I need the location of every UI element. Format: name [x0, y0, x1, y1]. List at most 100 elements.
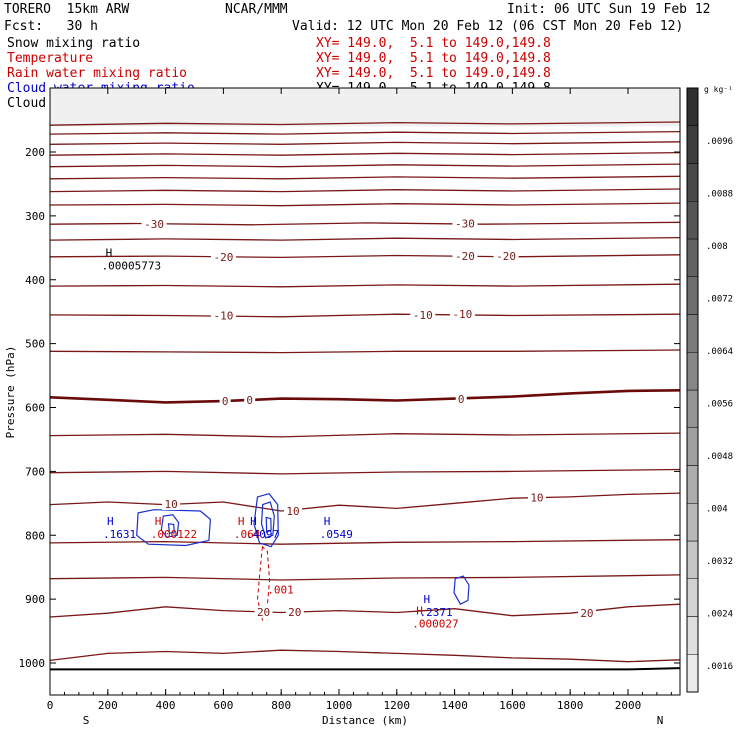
colorbar-segment	[686, 389, 699, 428]
isotherm-label-bg	[285, 605, 304, 618]
isotherm-label-bg	[452, 250, 478, 263]
y-tick-label: 900	[25, 593, 45, 606]
legend-label-temperature: Temperature	[7, 51, 94, 66]
isotherm-line	[49, 283, 681, 288]
x-end-label-left: S	[83, 714, 90, 727]
isotherm-line	[49, 468, 681, 475]
isotherm-label: -10	[413, 309, 433, 322]
colorbar-segment	[686, 314, 699, 353]
x-tick-label: 800	[271, 699, 291, 712]
colorbar-segment	[686, 352, 699, 391]
y-tick-label: 200	[25, 146, 45, 159]
colorbar-label: .0064	[706, 347, 733, 357]
isotherm-label: 20	[580, 607, 593, 620]
isotherm-line	[49, 492, 681, 512]
colorbar-segment	[686, 125, 699, 164]
x-tick-label: 1200	[384, 699, 411, 712]
x-tick-label: 1600	[499, 699, 526, 712]
maximum-value: .000027	[412, 617, 458, 630]
colorbar-label: .0048	[706, 452, 733, 462]
maximum-value: .0549	[320, 528, 353, 541]
rain-water-contour	[256, 545, 271, 622]
isotherm-label-bg	[141, 218, 167, 231]
isotherm-label-bg	[493, 250, 519, 263]
maximum-marker: H	[155, 515, 162, 528]
isotherm-label: 20	[288, 606, 301, 619]
init-time: Init: 06 UTC Sun 19 Feb 12	[507, 2, 711, 17]
isotherm-line	[49, 254, 681, 259]
shading-layer	[50, 88, 680, 127]
x-tick-label: 0	[47, 699, 54, 712]
legend-label-rain: Rain water mixing ratio	[7, 66, 188, 81]
y-axis-title: Pressure (hPa)	[4, 346, 17, 439]
isotherm-line	[49, 151, 681, 156]
legend-xy-cloud-water: XY= 149.0, 5.1 to 149.0,149.8	[316, 66, 551, 81]
x-tick-label: 1400	[441, 699, 468, 712]
cloud-water-contour	[136, 509, 212, 547]
cloud-layer	[136, 493, 470, 622]
colorbar-segment	[686, 163, 699, 202]
colorbar-label: .004	[706, 505, 728, 515]
y-tick-label: 500	[25, 338, 45, 351]
terrain-surface-line	[50, 667, 681, 671]
isotherm-line	[49, 163, 681, 168]
y-tick-label: 400	[25, 274, 45, 287]
isotherm-layer	[49, 121, 681, 671]
isotherm-label-bg	[452, 217, 478, 230]
label-layer: -30 -30 -20 -20 -20 -10 -10 -10 0 0 0 10 10 10 20 20 20.…	[102, 217, 596, 630]
maximum-value: .000122	[151, 528, 197, 541]
y-tick-label: 700	[25, 465, 45, 478]
colorbar-segment	[686, 427, 699, 466]
isotherm-line	[49, 202, 681, 207]
maximum-marker: H	[324, 515, 331, 528]
isotherm-line	[49, 389, 681, 404]
plot-frame	[49, 87, 681, 696]
y-tick-label: 300	[25, 210, 45, 223]
colorbar-frame	[686, 87, 699, 693]
isotherm-line	[49, 141, 681, 145]
isotherm-label: -30	[455, 218, 475, 231]
valid-time: Valid: 12 UTC Mon 20 Feb 12 (06 CST Mon …	[292, 19, 684, 34]
cloud-water-contour	[265, 516, 272, 534]
y-tick-label: 1000	[19, 657, 46, 670]
cloud-water-contour	[453, 575, 470, 605]
colorbar-segment	[686, 616, 699, 655]
isotherm-line	[49, 574, 681, 581]
isotherm-label: 10	[164, 498, 177, 511]
organization: NCAR/MMM	[225, 2, 288, 17]
colorbar-segment	[686, 540, 699, 579]
x-tick-label: 1000	[326, 699, 353, 712]
colorbar-segment	[686, 87, 699, 126]
maximum-value: .00005773	[102, 260, 162, 273]
colorbar-segment	[686, 276, 699, 315]
y-tick-label: 600	[25, 402, 45, 415]
colorbar-label: .0096	[706, 137, 733, 147]
x-axis-title: Distance (km)	[322, 714, 408, 727]
x-tick-label: 1800	[557, 699, 584, 712]
isotherm-label: -20	[496, 250, 516, 263]
maximum-marker: H	[106, 247, 113, 260]
isotherm-label: -20	[213, 251, 233, 264]
isotherm-label-bg	[210, 250, 236, 263]
colorbar-unit: g kg⁻¹	[704, 85, 733, 94]
colorbar-label: .0056	[706, 400, 733, 410]
isotherm-line	[49, 221, 681, 226]
isotherm-line	[49, 349, 681, 354]
isotherm-label-bg	[527, 491, 546, 504]
rain-contour-label: .001	[267, 584, 294, 597]
maximum-value: .064	[234, 528, 261, 541]
isotherm-label-bg	[577, 607, 596, 620]
isotherm-label: -30	[144, 218, 164, 231]
isotherm-label-bg	[210, 309, 236, 322]
isotherm-line	[49, 121, 681, 126]
stratosphere-shading	[50, 88, 680, 127]
maximum-marker: H	[238, 515, 245, 528]
isotherm-line	[49, 539, 681, 545]
model-name: TORERO 15km ARW	[4, 2, 130, 17]
colorbar-segment	[686, 201, 699, 240]
colorbar-segment	[686, 503, 699, 542]
isotherm-label: 10	[286, 505, 299, 518]
colorbar-segment	[686, 578, 699, 617]
maximum-value: .2371	[419, 606, 452, 619]
colorbar-segment	[686, 654, 699, 693]
